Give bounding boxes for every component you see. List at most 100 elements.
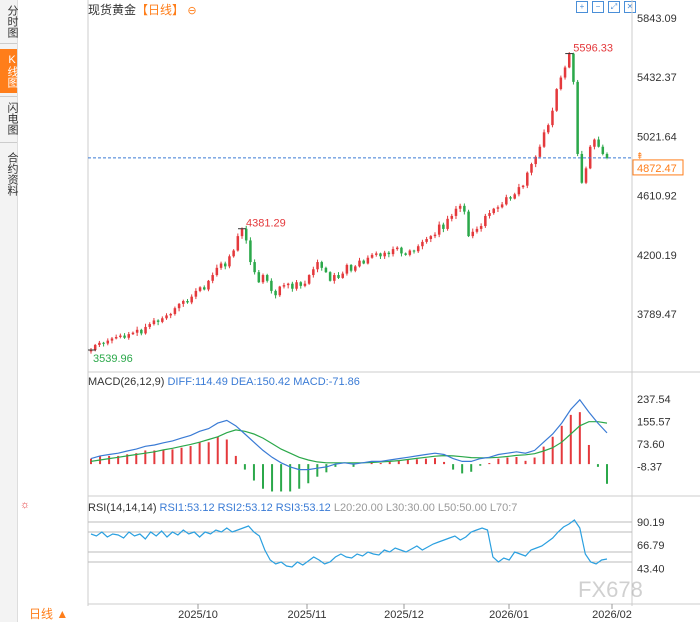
- close-icon[interactable]: ✕: [624, 1, 636, 13]
- candle-body: [450, 215, 454, 219]
- candle-body: [404, 253, 407, 255]
- candle-body: [106, 340, 110, 344]
- candle-body: [169, 313, 172, 316]
- candle-body: [223, 263, 227, 267]
- candle-body: [244, 228, 248, 241]
- candle-body: [211, 275, 214, 281]
- fullscreen-icon[interactable]: ⤢: [608, 1, 620, 13]
- candle-body: [567, 53, 571, 68]
- candle-body: [282, 285, 286, 287]
- candle-body: [198, 287, 202, 291]
- period-selector-button[interactable]: 日线 ▲: [29, 607, 69, 621]
- candle-body: [324, 267, 328, 273]
- candle-body: [140, 329, 143, 334]
- macd-tick-label: 73.60: [637, 439, 665, 451]
- tab-contract-info[interactable]: 合约资料: [6, 152, 18, 196]
- candle-body: [228, 256, 231, 267]
- candle-body: [379, 253, 382, 257]
- candle-body: [555, 89, 558, 111]
- zoom-in-icon[interactable]: +: [576, 1, 588, 13]
- candle-body: [257, 272, 261, 283]
- candle-body: [538, 146, 542, 157]
- candle-body: [370, 254, 374, 258]
- sidebar: 分时图 K线图 闪电图 合约资料: [0, 0, 18, 622]
- chart-title: 现货黄金【日线】 ⊖: [88, 1, 197, 18]
- tab-timeshare[interactable]: 分时图: [6, 4, 18, 38]
- candle-body: [383, 252, 386, 257]
- candle-body: [387, 252, 391, 255]
- candle-body: [433, 234, 437, 237]
- candle-body: [312, 269, 315, 276]
- candle-body: [249, 240, 252, 263]
- candle-body: [375, 253, 378, 255]
- candle-body: [475, 228, 479, 232]
- candle-body: [333, 275, 336, 281]
- candle-body: [240, 228, 244, 237]
- candle-body: [584, 168, 588, 183]
- zoom-out-icon[interactable]: −: [592, 1, 604, 13]
- candle-body: [488, 213, 491, 216]
- candle-body: [232, 250, 235, 257]
- candle-body: [215, 267, 219, 276]
- candle-body: [261, 275, 265, 283]
- rsi3-label: RSI3:53.12: [275, 502, 331, 514]
- candle-body: [190, 296, 193, 303]
- candle-body: [362, 260, 365, 264]
- toolbar: + − ⤢ ✕: [576, 1, 636, 13]
- candle-body: [442, 224, 445, 229]
- candle-body: [576, 81, 579, 154]
- candle-body: [500, 204, 504, 208]
- tab-kline[interactable]: K线图: [0, 49, 18, 93]
- candle-body: [429, 236, 433, 240]
- candle-body: [173, 308, 177, 314]
- candle-body: [295, 282, 298, 289]
- candle-body: [416, 246, 420, 252]
- x-axis-label: 2026/02: [592, 609, 632, 621]
- candle-body: [391, 249, 395, 255]
- candle-body: [253, 262, 256, 273]
- settings-icon[interactable]: ☼: [20, 499, 31, 511]
- rsi-tick-label: 90.19: [637, 517, 665, 529]
- price-tick-label: 5432.37: [637, 72, 677, 84]
- candle-body: [458, 205, 462, 209]
- candle-body: [131, 332, 135, 335]
- rsi-tick-label: 66.79: [637, 540, 665, 552]
- x-axis-label: 2025/10: [178, 609, 218, 621]
- candle-body: [127, 334, 131, 338]
- l20-label: L20:20.00: [333, 502, 383, 514]
- candle-body: [425, 239, 428, 242]
- candle-body: [286, 283, 290, 286]
- candle-body: [395, 247, 399, 250]
- macd-value-label: MACD:-71.86: [293, 376, 360, 388]
- candle-body: [182, 300, 185, 304]
- candle-body: [446, 218, 449, 229]
- candle-body: [534, 156, 537, 165]
- collapse-icon[interactable]: ⊖: [187, 5, 197, 17]
- price-tick-label: 4200.19: [637, 250, 677, 262]
- candle-body: [559, 77, 563, 90]
- candle-body: [437, 224, 441, 235]
- candle-body: [492, 208, 495, 214]
- rsi2-label: RSI2:53.12: [217, 502, 273, 514]
- candle-body: [161, 318, 164, 322]
- x-axis-label: 2026/01: [489, 609, 529, 621]
- rsi-title: RSI(14,14,14): [88, 502, 157, 514]
- candle-body: [505, 197, 508, 205]
- candle-body: [110, 338, 114, 341]
- candle-body: [601, 146, 605, 154]
- candle-body: [605, 153, 609, 158]
- candle-body: [114, 337, 118, 339]
- candle-body: [236, 236, 240, 251]
- candle-body: [89, 350, 93, 352]
- candle-body: [572, 53, 575, 82]
- high-annotation: 5596.33: [573, 43, 613, 55]
- candle-body: [580, 153, 584, 183]
- tab-lightning[interactable]: 闪电图: [6, 101, 18, 135]
- macd-dea-label: DEA:150.42: [230, 376, 291, 388]
- candle-body: [542, 132, 546, 147]
- candle-body: [307, 275, 311, 284]
- divider: [0, 43, 17, 44]
- candle-body: [135, 329, 139, 333]
- price-marker-icon: ⇞: [636, 151, 644, 161]
